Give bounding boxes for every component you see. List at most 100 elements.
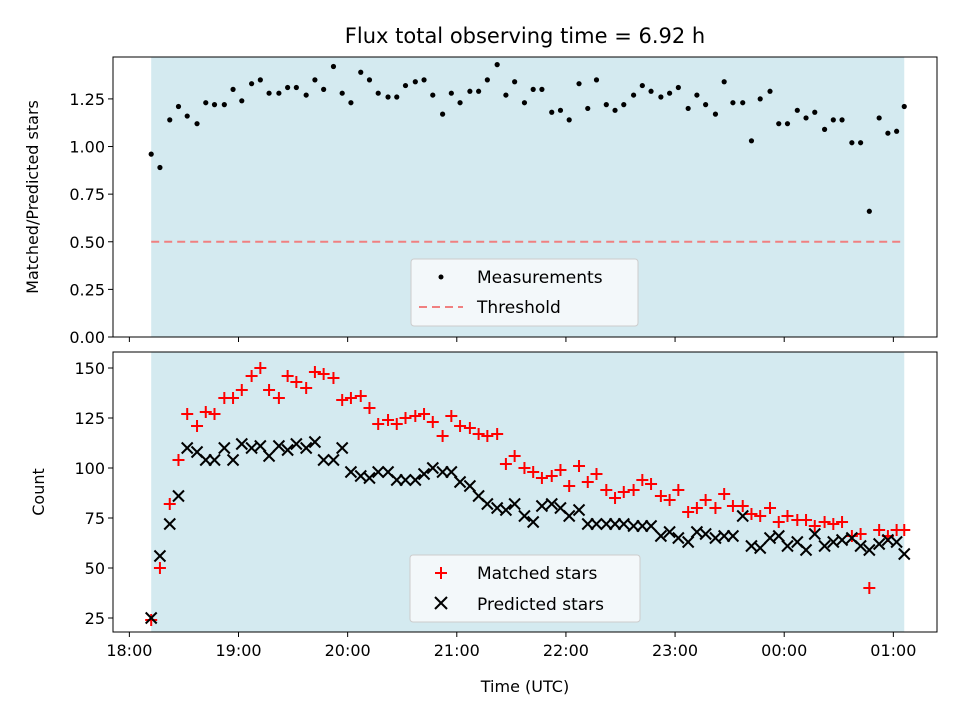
matched-star-point <box>372 418 385 430</box>
predicted-star-point <box>835 533 849 547</box>
measurement-point <box>866 208 872 214</box>
predicted-star-point <box>518 509 531 523</box>
predicted-star-point <box>654 529 668 543</box>
measurement-point <box>494 62 500 68</box>
measurement-point <box>658 94 664 100</box>
predicted-star-point <box>681 535 695 549</box>
y-tick-label: 25 <box>85 609 105 628</box>
predicted-star-point <box>272 439 286 453</box>
ratio-x-ticks <box>128 337 894 342</box>
predicted-star-point <box>335 441 349 455</box>
matched-star-point <box>609 492 622 504</box>
measurement-point <box>648 88 654 94</box>
predicted-star-point <box>508 497 521 511</box>
matched-star-point <box>845 530 858 542</box>
predicted-star-point <box>799 543 813 557</box>
measurement-point <box>348 100 354 106</box>
predicted-star-point <box>526 515 540 529</box>
y-tick-label: 0.50 <box>69 233 105 252</box>
count-legend-box <box>409 554 641 623</box>
matched-star-point <box>199 406 212 418</box>
ratio-legend-box <box>410 258 639 327</box>
matched-star-point <box>617 486 630 498</box>
measurement-point <box>448 90 454 96</box>
measurement-point <box>667 90 673 96</box>
measurement-point <box>375 90 381 96</box>
matched-star-point <box>272 392 285 404</box>
measurement-point <box>748 138 755 144</box>
predicted-star-point <box>535 499 549 513</box>
matched-star-point <box>463 422 476 434</box>
measurement-point <box>621 102 627 108</box>
predicted-star-point <box>736 509 749 523</box>
measurement-point <box>239 98 245 104</box>
predicted-star-point <box>481 497 494 511</box>
matched-star-point <box>363 402 376 414</box>
predicted-star-point <box>281 443 294 457</box>
matched-star-point <box>682 506 695 518</box>
predicted-star-point <box>854 539 867 553</box>
predicted-star-point <box>144 611 158 625</box>
predicted-star-point <box>226 453 240 467</box>
matched-star-point <box>281 370 294 382</box>
measurement-point <box>776 121 782 127</box>
matched-star-point <box>472 428 485 440</box>
legend-matched-label: Matched stars <box>477 564 597 584</box>
predicted-star-point <box>235 437 248 451</box>
predicted-star-point <box>781 539 794 553</box>
count-y-ticks: 25 50 75 100 125 150 <box>74 359 113 628</box>
predicted-star-point <box>808 527 821 541</box>
predicted-star-point <box>772 529 785 543</box>
predicted-star-point <box>590 517 603 531</box>
measurement-point <box>876 115 882 121</box>
y-tick-label: 100 <box>74 459 105 478</box>
matched-star-point <box>590 468 603 480</box>
x-tick-label: 19:00 <box>215 641 261 660</box>
matched-star-point <box>481 430 494 442</box>
measurement-point <box>339 90 345 96</box>
predicted-star-point <box>363 471 376 485</box>
matched-star-point <box>718 488 731 500</box>
measurement-point <box>148 151 154 157</box>
measurement-point <box>803 115 809 121</box>
matched-star-point <box>863 582 876 594</box>
predicted-star-point <box>726 529 740 543</box>
matched-star-point <box>327 372 340 384</box>
y-tick-label: 50 <box>85 559 105 578</box>
predicted-star-point <box>308 435 322 449</box>
matched-star-point <box>554 464 567 476</box>
matched-star-point <box>518 462 531 474</box>
x-tick-label: 20:00 <box>325 641 371 660</box>
measurement-point <box>330 63 337 70</box>
measurement-point <box>539 86 545 92</box>
matched-star-point <box>499 458 512 470</box>
measurement-point <box>484 77 490 83</box>
matched-star-point <box>654 490 667 502</box>
measurement-point <box>203 100 209 106</box>
y-tick-label: 1.00 <box>69 138 105 157</box>
matched-star-point <box>290 376 303 388</box>
predicted-star-point <box>409 473 422 487</box>
matched-star-point <box>445 410 458 422</box>
matched-star-point <box>672 484 685 496</box>
matched-star-point <box>426 416 439 428</box>
y-tick-label: 125 <box>74 409 105 428</box>
measurement-point <box>476 88 482 94</box>
matched-star-point <box>172 454 185 466</box>
matched-star-point <box>600 484 613 496</box>
matched-star-points <box>145 362 911 626</box>
predicted-star-point <box>463 479 477 493</box>
legend-measurements-label: Measurements <box>477 268 603 288</box>
ratio-plot-frame <box>112 56 938 338</box>
predicted-star-point <box>890 535 903 549</box>
predicted-star-point <box>417 467 431 481</box>
measurement-point <box>639 82 645 89</box>
predicted-star-point <box>672 531 685 545</box>
predicted-star-point <box>317 453 330 467</box>
matched-star-point <box>581 476 594 488</box>
predicted-star-point <box>453 475 467 489</box>
measurement-point <box>894 128 900 134</box>
measurement-point <box>167 117 173 123</box>
matched-star-point <box>808 520 821 532</box>
matched-star-point <box>263 384 276 396</box>
